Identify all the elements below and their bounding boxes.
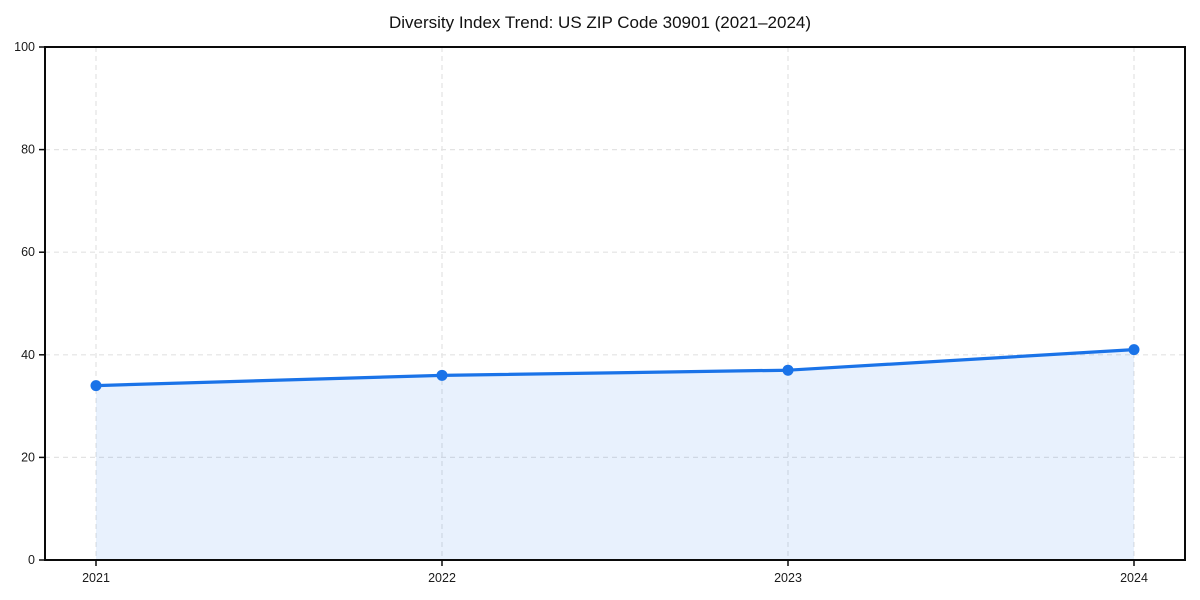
x-axis-tick-label-2022: 2022 xyxy=(428,571,456,585)
data-point-2024 xyxy=(1128,344,1140,356)
y-axis-tick-label-40: 40 xyxy=(21,348,35,362)
x-axis-tick-label-2021: 2021 xyxy=(82,571,110,585)
y-axis-tick-label-80: 80 xyxy=(21,143,35,157)
y-axis-tick-label-0: 0 xyxy=(28,553,35,567)
data-point-2023 xyxy=(782,364,794,376)
chart-title: Diversity Index Trend: US ZIP Code 30901… xyxy=(388,13,812,32)
y-axis-tick-label-20: 20 xyxy=(21,450,35,464)
trend-line xyxy=(94,348,1136,388)
x-axis-tick-label-2023: 2023 xyxy=(774,571,802,585)
y-axis-tick-label-60: 60 xyxy=(21,245,35,259)
plot-border xyxy=(44,46,1186,561)
y-axis-tick-label-100: 100 xyxy=(14,40,35,54)
data-point-2021 xyxy=(90,380,102,392)
data-point-2022 xyxy=(436,369,448,381)
x-axis-tick-label-2024: 2024 xyxy=(1120,571,1148,585)
area-fill xyxy=(96,349,1134,560)
